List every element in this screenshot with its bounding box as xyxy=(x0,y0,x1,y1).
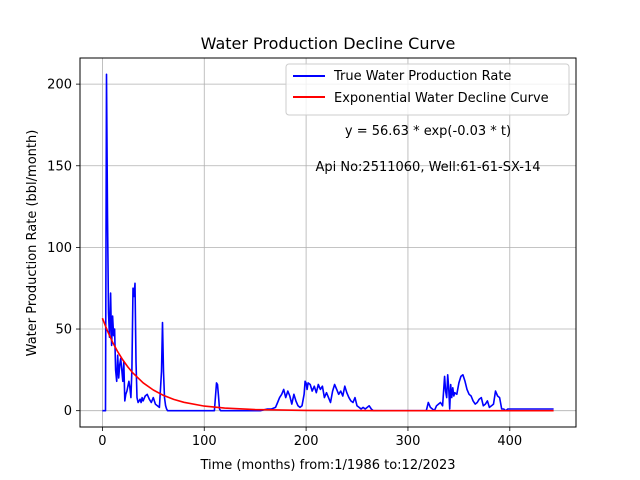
y-axis-label: Water Production Rate (bbl/month) xyxy=(25,130,40,357)
x-axis-label: Time (months) from:1/1986 to:12/2023 xyxy=(199,458,455,473)
x-tick-label: 200 xyxy=(294,434,319,449)
x-tick-label: 400 xyxy=(497,434,522,449)
y-tick-label: 200 xyxy=(47,78,72,93)
legend: True Water Production Rate Exponential W… xyxy=(285,63,570,116)
well-annotation: Api No:2511060, Well:61-61-SX-14 xyxy=(315,160,540,175)
x-tick-label: 100 xyxy=(192,434,217,449)
y-tick-label: 50 xyxy=(55,323,72,338)
series-true-water-line xyxy=(102,73,554,412)
x-tick-label: 0 xyxy=(98,434,106,449)
series-exponential-decline-line xyxy=(101,317,554,412)
y-tick-label: 100 xyxy=(47,241,72,256)
chart-title: Water Production Decline Curve xyxy=(201,34,456,53)
ticks: 0 100 200 300 400 0 50 100 150 200 xyxy=(47,78,522,449)
legend-label-exponential-decline: Exponential Water Decline Curve xyxy=(334,91,549,106)
equation-annotation: y = 56.63 * exp(-0.03 * t) xyxy=(345,124,511,139)
legend-label-true-water: True Water Production Rate xyxy=(333,69,511,84)
y-tick-label: 150 xyxy=(47,159,72,174)
plot-area xyxy=(101,73,554,412)
legend-box xyxy=(285,63,570,116)
axes-frame xyxy=(79,57,577,428)
y-tick-label: 0 xyxy=(64,404,72,419)
x-tick-label: 300 xyxy=(396,434,421,449)
